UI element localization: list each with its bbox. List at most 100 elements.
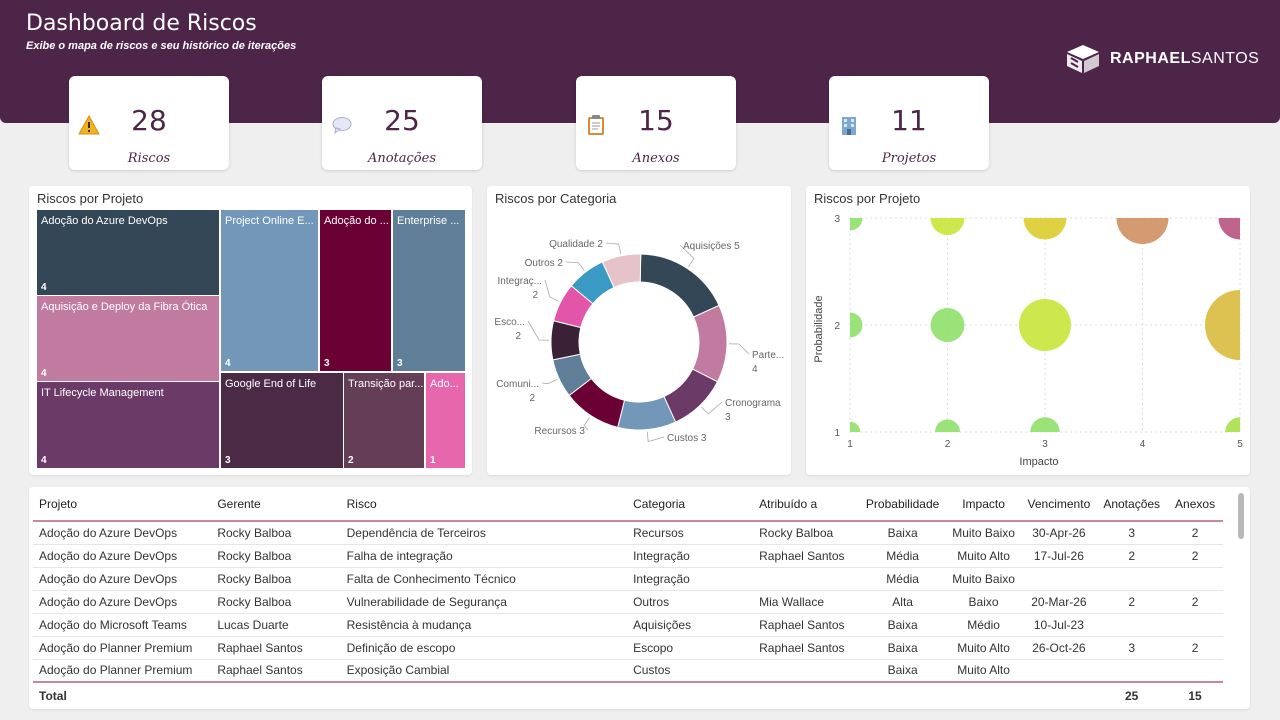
table-scrollbar[interactable] <box>1238 493 1244 539</box>
table-cell: 2 <box>1167 636 1223 660</box>
treemap-tile[interactable]: Transição par... 2 <box>344 373 424 468</box>
donut-slice[interactable] <box>601 253 642 289</box>
table-cell: Muito Baixo <box>945 521 1022 545</box>
kpi-card-anotacoes[interactable]: 25 Anotações <box>322 76 482 170</box>
bubble-point[interactable] <box>930 201 965 235</box>
treemap-tile[interactable]: Adoção do Azure DevOps 4 <box>37 210 219 295</box>
table-row[interactable]: Adoção do Azure DevOps Rocky Balboa Falta … <box>33 567 1223 591</box>
table-row[interactable]: Adoção do Microsoft Teams Lucas Duarte Res… <box>33 613 1223 637</box>
table-row[interactable]: Adoção do Azure DevOps Rocky Balboa Falha … <box>33 544 1223 568</box>
treemap-tile[interactable]: Google End of Life 3 <box>221 373 343 468</box>
donut-slice-value: 2 <box>515 331 521 342</box>
treemap-tile-label: Transição par... <box>348 378 424 390</box>
table-cell: Baixa <box>859 521 946 545</box>
col-header-anexos[interactable]: Anexos <box>1167 487 1223 522</box>
kpi-label: Riscos <box>127 151 171 166</box>
treemap-title: Riscos por Projeto <box>37 191 144 206</box>
x-tick-label: 4 <box>1140 439 1146 450</box>
treemap-tile[interactable]: Project Online E... 4 <box>221 210 318 371</box>
bubble-point[interactable] <box>838 206 863 231</box>
scatter-panel: Riscos por Projeto 1 2 3 4 5 1 2 3 Impacto Probab… <box>806 186 1250 475</box>
treemap-tile[interactable]: Aquisição e Deploy da Fibra Ótica 4 <box>37 296 219 381</box>
table-cell: Média <box>859 567 946 591</box>
treemap-tile-count: 2 <box>348 455 354 466</box>
col-header-gerente[interactable]: Gerente <box>211 487 341 522</box>
treemap-tile-label: Aquisição e Deploy da Fibra Ótica <box>41 301 208 313</box>
table-cell: 2 <box>1096 590 1168 614</box>
bubble-point[interactable] <box>1218 197 1251 240</box>
treemap-tile-label: IT Lifecycle Management <box>41 387 164 399</box>
col-header-atribuido[interactable]: Atribuído a <box>753 487 860 522</box>
table-cell: Médio <box>945 613 1022 637</box>
bubble-point[interactable] <box>930 308 965 342</box>
table-cell <box>1096 659 1168 683</box>
bubble-point[interactable] <box>1225 417 1250 447</box>
col-header-probabilidade[interactable]: Probabilidade <box>859 487 946 522</box>
bubble-point[interactable] <box>1205 290 1250 360</box>
donut-title: Riscos por Categoria <box>495 191 617 206</box>
bubble-point[interactable] <box>838 312 863 338</box>
treemap-tile[interactable]: Adoção do ... 3 <box>320 210 391 371</box>
y-axis-title: Probabilidade <box>813 295 825 362</box>
y-tick-label: 2 <box>834 321 840 332</box>
table-cell: Rocky Balboa <box>211 567 341 591</box>
donut-slice[interactable] <box>691 304 728 383</box>
kpi-card-riscos[interactable]: 28 Riscos <box>69 76 229 170</box>
treemap-tile-count: 1 <box>430 455 436 466</box>
table-row[interactable]: Adoção do Azure DevOps Rocky Balboa Vulner… <box>33 590 1223 614</box>
donut-slice-label: Custos 3 <box>667 433 707 444</box>
bubble-point[interactable] <box>840 421 861 443</box>
col-header-vencimento[interactable]: Vencimento <box>1021 487 1097 522</box>
table-cell: Integração <box>627 544 754 568</box>
table-row[interactable]: Adoção do Azure DevOps Rocky Balboa Depend… <box>33 521 1223 545</box>
table-row[interactable]: Adoção do Planner Premium Raphael Santos D… <box>33 636 1223 660</box>
donut-slice-value: 3 <box>725 412 731 423</box>
treemap-tile-label: Adoção do ... <box>324 215 389 227</box>
kpi-card-anexos[interactable]: 15 Anexos <box>576 76 736 170</box>
table-cell: 2 <box>1167 521 1223 545</box>
col-header-impacto[interactable]: Impacto <box>945 487 1022 522</box>
table-cell: Aquisições <box>627 613 754 637</box>
kpi-label: Anotações <box>367 151 437 166</box>
donut-slice-label: Parte... <box>752 350 784 361</box>
table-row[interactable]: Adoção do Planner Premium Raphael Santos E… <box>33 659 1223 683</box>
kpi-value: 25 <box>384 104 420 137</box>
donut-chart: Aquisições 5 Parte... 4 Cronograma 3 Custos 3… <box>494 239 784 444</box>
kpi-card-projetos[interactable]: 11 Projetos <box>829 76 989 170</box>
table-cell: Muito Alto <box>945 544 1022 568</box>
treemap-tile-count: 4 <box>41 455 47 466</box>
table-cell: Resistência à mudança <box>340 613 628 637</box>
bubble-point[interactable] <box>1116 192 1169 244</box>
bubble-point[interactable] <box>1019 299 1071 351</box>
table-cell <box>1167 567 1223 591</box>
table-cell: Muito Baixo <box>945 567 1022 591</box>
table-cell: Exposição Cambial <box>340 659 628 683</box>
donut-leader-line <box>527 320 550 341</box>
kpi-value: 11 <box>891 104 927 137</box>
col-header-projeto[interactable]: Projeto <box>33 487 212 522</box>
donut-leader-line <box>565 261 585 271</box>
treemap-tile[interactable]: IT Lifecycle Management 4 <box>37 382 219 468</box>
y-tick-label: 1 <box>834 428 840 439</box>
table-total-row: Total 25 15 <box>33 681 1223 708</box>
treemap-tile-count: 3 <box>324 358 330 369</box>
donut-slice[interactable] <box>639 253 720 318</box>
brand-logo: RAPHAELSANTOS <box>1066 44 1259 74</box>
col-header-risco[interactable]: Risco <box>340 487 628 522</box>
table-cell <box>1021 567 1097 591</box>
x-tick-label: 2 <box>945 439 951 450</box>
treemap-tile-count: 4 <box>41 368 47 379</box>
bubble-point[interactable] <box>1023 197 1067 240</box>
col-header-categoria[interactable]: Categoria <box>627 487 754 522</box>
bubble-point[interactable] <box>1030 417 1060 447</box>
bubble-point[interactable] <box>935 419 960 445</box>
col-header-anotacoes[interactable]: Anotações <box>1096 487 1168 522</box>
table-cell: Raphael Santos <box>753 636 860 660</box>
treemap-panel: Riscos por Projeto Adoção do Azure DevOp… <box>29 186 472 475</box>
page-subtitle: Exibe o mapa de riscos e seu histórico d… <box>26 40 297 52</box>
treemap-tile[interactable]: Enterprise ... 3 <box>393 210 465 371</box>
treemap-tile[interactable]: Ado... 1 <box>426 373 465 468</box>
x-axis-title: Impacto <box>1019 456 1058 468</box>
table-cell: Muito Alto <box>945 636 1022 660</box>
treemap-tile-label: Adoção do Azure DevOps <box>41 215 168 227</box>
